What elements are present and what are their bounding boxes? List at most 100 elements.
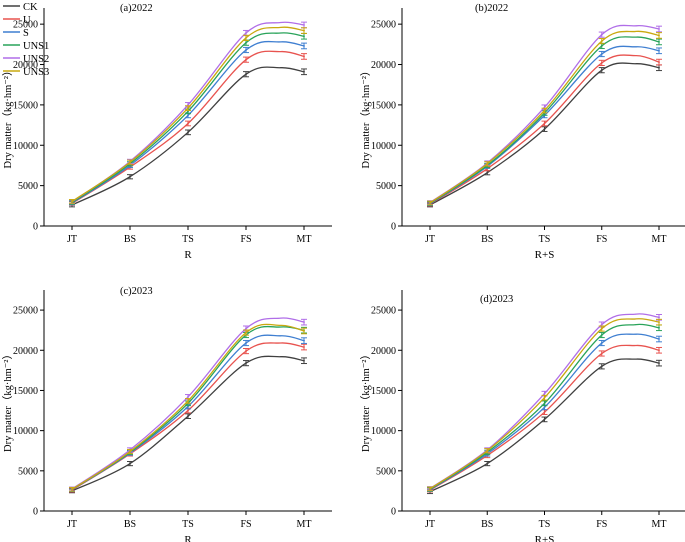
data-point (658, 61, 660, 63)
data-point (486, 162, 489, 165)
data-point (187, 400, 189, 402)
data-point (658, 41, 660, 43)
x-tick-label: BS (124, 234, 136, 245)
data-point (600, 334, 603, 336)
data-point (245, 36, 247, 39)
data-point (658, 321, 660, 324)
x-axis-title: R+S (535, 534, 555, 542)
y-axis-title: Dry matter（kg·hm⁻²） (2, 66, 14, 169)
data-point (303, 45, 305, 47)
series-line-ck (429, 358, 660, 493)
data-point (187, 415, 189, 418)
series-line-uns1 (429, 36, 660, 204)
x-tick-label: TS (539, 234, 551, 245)
y-tick-label: 10000 (371, 141, 396, 152)
x-tick-label: FS (596, 519, 607, 530)
data-point (600, 33, 603, 36)
data-point (600, 365, 603, 368)
chart-panel-1: 0 5000 10000 15000 20000 25000 JT BS TS FS MT R Dry … (2, 2, 332, 261)
chart-panel-2: 0 5000 10000 15000 20000 25000 JT BS TS FS MT R+S Dr… (360, 3, 685, 261)
y-axis-title: Dry matter（kg·hm⁻²） (2, 349, 14, 452)
series-line-uns2 (71, 317, 305, 490)
x-tick-label: TS (182, 519, 194, 530)
data-point (129, 462, 131, 465)
x-axis-title: R (184, 534, 192, 542)
data-point (658, 338, 660, 340)
y-axis-title: Dry matter（kg·hm⁻²） (360, 349, 372, 452)
data-point (187, 409, 189, 412)
data-point (543, 128, 546, 131)
data-point (303, 330, 305, 332)
data-point (600, 45, 603, 47)
x-tick-label: BS (481, 519, 493, 530)
y-tick-label: 5000 (376, 466, 396, 477)
series-line-ck (71, 66, 305, 206)
data-point (486, 171, 489, 174)
data-point (658, 362, 660, 365)
x-tick-label: MT (652, 234, 667, 245)
series-line-u (71, 50, 305, 204)
series-ck (69, 66, 307, 208)
series-line-s (71, 40, 305, 204)
chart-panel-4: 0 5000 10000 15000 20000 25000 JT BS TS FS MT R+S Dr… (360, 290, 685, 542)
data-point (543, 402, 546, 405)
data-point (486, 449, 489, 452)
x-tick-label: FS (240, 519, 251, 530)
data-point (303, 55, 305, 58)
y-tick-label: 10000 (13, 141, 38, 152)
data-point (600, 323, 603, 326)
data-point (303, 359, 305, 362)
x-tick-label: MT (652, 519, 667, 530)
data-point (658, 316, 660, 319)
x-tick-label: JT (425, 519, 435, 530)
data-point (658, 349, 660, 352)
panel-title: (b)2022 (475, 3, 508, 14)
data-point (245, 49, 247, 51)
data-point (600, 327, 603, 330)
data-point (543, 392, 546, 395)
data-point (245, 58, 247, 61)
legend-entry: U (23, 15, 31, 26)
y-tick-label: 25000 (13, 306, 38, 317)
data-point (303, 35, 305, 38)
data-point (600, 342, 603, 344)
series-uns3 (69, 26, 307, 204)
data-point (303, 29, 305, 32)
series-uns2 (69, 317, 307, 492)
series-uns3 (427, 318, 662, 492)
series-line-uns1 (71, 32, 305, 204)
legend-entry: UNS1 (23, 41, 49, 52)
y-tick-label: 5000 (18, 466, 38, 477)
x-tick-label: JT (67, 234, 77, 245)
x-tick-label: MT (297, 234, 312, 245)
data-point (303, 346, 305, 348)
y-tick-label: 25000 (371, 306, 396, 317)
y-tick-label: 15000 (13, 100, 38, 111)
data-point (486, 462, 489, 465)
x-axis-title: R+S (535, 249, 555, 261)
data-point (129, 450, 131, 453)
data-point (543, 122, 546, 125)
x-tick-label: JT (425, 234, 435, 245)
x-tick-label: FS (596, 234, 607, 245)
data-point (600, 40, 603, 43)
series-line-u (429, 344, 660, 491)
x-tick-label: JT (67, 519, 77, 530)
series-line-ck (71, 355, 305, 492)
data-point (187, 114, 189, 117)
legend-entry: CK (23, 2, 38, 13)
x-axis-title: R (184, 249, 192, 261)
data-point (303, 321, 305, 324)
x-tick-label: TS (539, 519, 551, 530)
data-point (187, 107, 189, 110)
y-tick-label: 20000 (371, 346, 396, 357)
x-tick-label: BS (481, 234, 493, 245)
data-point (303, 339, 305, 342)
data-point (543, 418, 546, 421)
data-point (129, 161, 131, 164)
data-point (245, 342, 247, 344)
x-tick-label: TS (182, 234, 194, 245)
y-tick-label: 25000 (13, 20, 38, 31)
data-point (658, 34, 660, 37)
data-point (658, 326, 660, 329)
